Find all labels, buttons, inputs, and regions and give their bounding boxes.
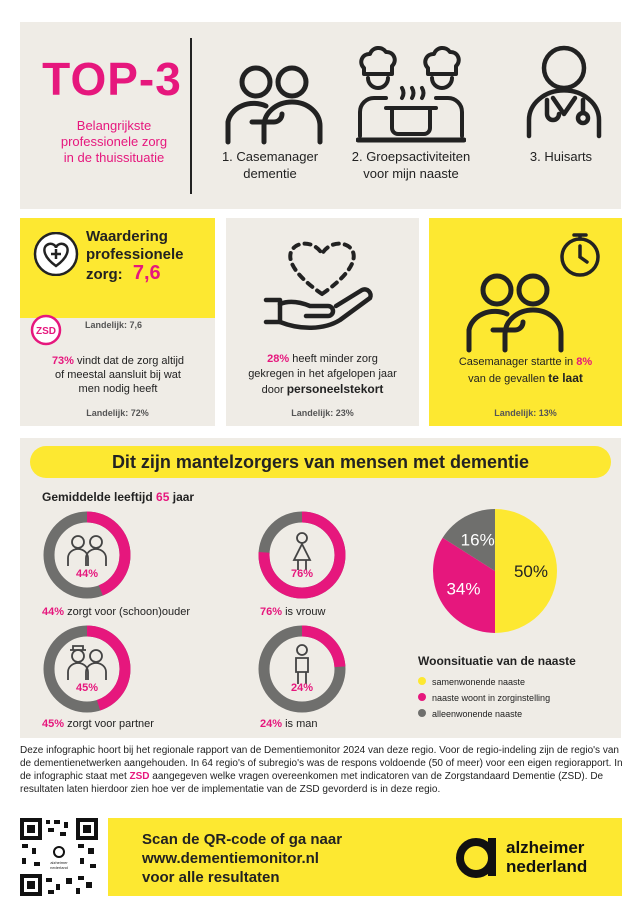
donut-label: 44% (75, 568, 99, 580)
donut-caption-partner: 45% zorgt voor partner (42, 718, 154, 730)
elderly-couple-icon (67, 535, 107, 566)
doctor-icon (525, 40, 603, 140)
top3-panel: TOP-3 Belangrijkste professionele zorg i… (20, 22, 621, 209)
chefs-cooking-icon (356, 40, 466, 146)
card-casemanager-text: Casemanager startte in 8% van de gevalle… (458, 356, 593, 385)
heart-plus-icon (32, 232, 80, 276)
donut-caption-schoonouder: 44% zorgt voor (schoon)ouder (42, 606, 190, 618)
alzheimer-a-icon (456, 838, 496, 878)
top3-item-1-label: 1. Casemanager dementie (221, 149, 319, 181)
carers-title: Dit zijn mantelzorgers van mensen met de… (30, 446, 611, 478)
card-personeelstekort-landelijk: Landelijk: 23% (291, 408, 354, 418)
age-line: Gemiddelde leeftijd 65 jaar (42, 490, 195, 504)
legend-item: naaste woont in zorginstelling (418, 690, 550, 706)
qr-center-text: alzheimer nederland (50, 860, 68, 870)
pie-label-1: 50% (514, 562, 548, 581)
card-waardering: Waardering professionele zorg: 7,6 ZSD L… (20, 218, 215, 426)
legend-item: samenwonende naaste (418, 674, 550, 690)
card-personeelstekort: 28% heeft minder zorg gekregen in het af… (226, 218, 419, 426)
card-waardering-score: 7,6 (132, 262, 161, 284)
legend-item: alleenwonende naaste (418, 706, 550, 722)
top3-divider (190, 38, 192, 194)
card-waardering-landelijk-2: Landelijk: 72% (86, 408, 149, 418)
card-personeelstekort-text: 28% heeft minder zorg gekregen in het af… (248, 353, 397, 396)
footer-text: Scan de QR-code of ga naar www.dementiem… (142, 831, 343, 886)
pie-label-2: 34% (446, 579, 480, 598)
couple-icon (67, 645, 107, 680)
top3-item-2-label: 2. Groepsactiviteiten voor mijn naaste (351, 149, 471, 181)
donut-vrouw: 76% (257, 510, 347, 600)
woman-icon (292, 532, 312, 570)
woonsituatie-pie: 50% 34% 16% (430, 506, 560, 636)
donut-arc (258, 511, 346, 599)
qr-code[interactable]: alzheimer nederland (20, 818, 98, 896)
clock-icon (557, 232, 603, 278)
donut-schoonouder: 44% (42, 510, 132, 600)
footer-banner: Scan de QR-code of ga naar www.dementiem… (108, 818, 622, 896)
hugging-people-icon (459, 268, 569, 358)
zsd-badge: ZSD (30, 314, 62, 346)
logo-text: alzheimer nederland (506, 838, 588, 876)
pie-chart: 50% 34% 16% (433, 509, 557, 633)
footnote: Deze infographic hoort bij het regionale… (20, 745, 623, 795)
donut-label: 45% (75, 682, 99, 694)
donut-arc (43, 511, 131, 599)
card-casemanager: Casemanager startte in 8% van de gevalle… (429, 218, 622, 426)
hugging-people-icon (218, 60, 328, 150)
card-waardering-landelijk: Landelijk: 7,6 (85, 320, 143, 330)
donut-arc (43, 625, 131, 713)
donut-arc (258, 625, 346, 713)
legend-dot (418, 677, 426, 685)
card-waardering-title: Waardering professionele zorg: 7,6 (86, 228, 184, 284)
top3-subtitle: Belangrijkste professionele zorg in de t… (60, 118, 168, 165)
pie-slice-2 (433, 537, 495, 633)
card-waardering-text: 73% vindt dat de zorg altijd of meestal … (51, 355, 185, 395)
legend-dot (418, 693, 426, 701)
legend-dot (418, 709, 426, 717)
man-icon (295, 644, 309, 684)
donut-caption-man: 24% is man (260, 718, 318, 730)
donut-label: 76% (290, 568, 314, 580)
donut-caption-vrouw: 76% is vrouw (260, 606, 326, 618)
pie-legend: samenwonende naaste naaste woont in zorg… (418, 674, 550, 722)
pie-slice-3 (442, 509, 495, 571)
hand-heart-icon (262, 230, 382, 340)
alzheimer-logo: alzheimer nederland (454, 832, 614, 882)
pie-label-3: 16% (461, 530, 495, 549)
pie-title: Woonsituatie van de naaste (418, 654, 576, 668)
top3-title: TOP-3 (42, 53, 182, 105)
footer-url[interactable]: www.dementiemonitor.nl (142, 850, 319, 867)
donut-partner: 45% (42, 624, 132, 714)
donut-man: 24% (257, 624, 347, 714)
donut-label: 24% (290, 682, 314, 694)
top3-item-3-label: 3. Huisarts (529, 149, 593, 164)
zsd-badge-text: ZSD (36, 326, 56, 337)
carers-panel: Dit zijn mantelzorgers van mensen met de… (20, 438, 621, 738)
pie-slice-1 (495, 509, 557, 633)
card-casemanager-landelijk: Landelijk: 13% (494, 408, 557, 418)
